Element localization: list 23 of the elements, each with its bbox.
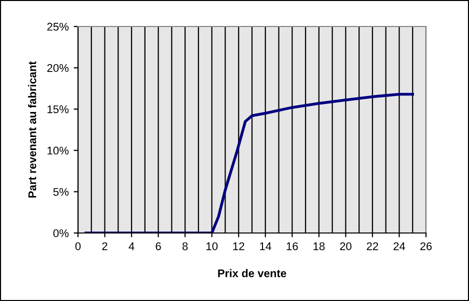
x-tick-label: 20 [340,242,352,250]
x-tick-label: 2 [102,242,108,250]
x-tick-label: 16 [286,242,298,250]
y-tick-label: 5% [53,188,69,196]
x-tick-label: 12 [233,242,244,250]
line-series [84,92,414,233]
x-tick-label: 10 [206,242,218,250]
x-tick-label: 14 [260,242,272,250]
x-tick-label: 0 [75,242,81,250]
y-tick-label: 20% [47,64,69,72]
x-axis-title: Prix de vente [218,269,286,278]
y-axis-title: Part revenant au fabricant [28,61,36,198]
y-tick-label: 10% [48,146,69,155]
y-tick-label: 0% [53,229,69,238]
x-tick-label: 18 [314,242,325,250]
x-tick-label: 8 [182,242,188,250]
x-tick-label: 4 [128,242,134,250]
y-tick-label: 15% [48,105,69,114]
y-tick-label: 25% [47,22,69,31]
x-tick-label: 24 [394,242,406,250]
x-tick-label: 26 [420,242,432,250]
x-tick-label: 22 [366,242,378,250]
x-tick-label: 6 [156,242,161,250]
